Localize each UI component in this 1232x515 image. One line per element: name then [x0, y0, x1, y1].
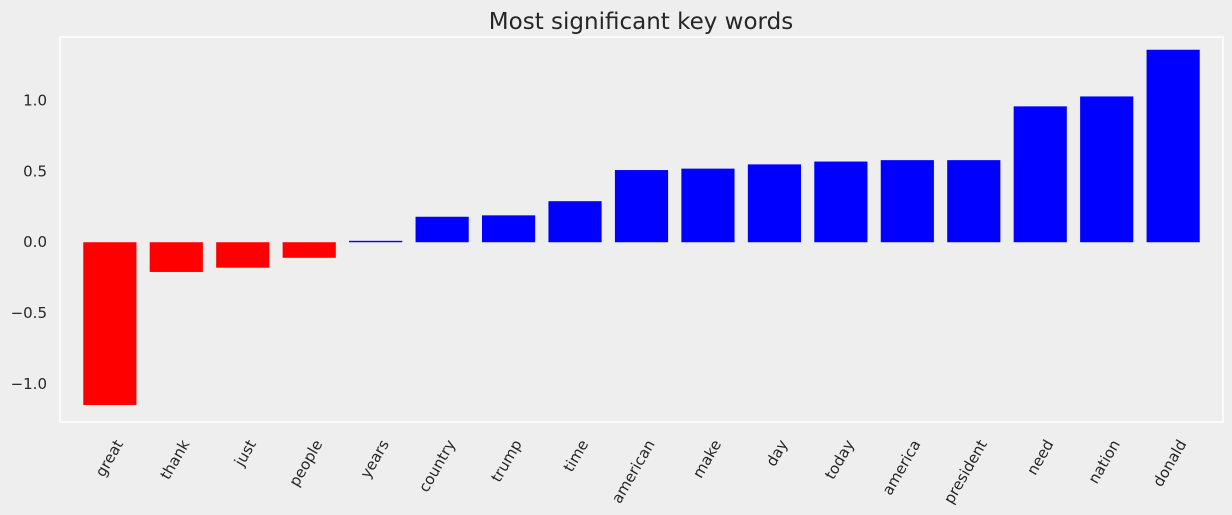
x-tick-label: american: [608, 437, 659, 507]
x-tick-label: today: [821, 437, 858, 483]
bar-great: [83, 242, 137, 406]
x-tick-label: america: [879, 437, 925, 499]
x-tick-label: just: [230, 437, 260, 471]
bar-time: [548, 201, 602, 243]
plot-area: [59, 36, 1224, 423]
x-tick-label: country: [415, 437, 459, 496]
bar-donald: [1146, 49, 1200, 243]
chart-title: Most significant key words: [489, 9, 793, 35]
bars: [83, 49, 1200, 406]
y-tick-label: −0.5: [11, 304, 47, 322]
y-tick-label: 1.0: [23, 92, 47, 110]
x-tick-label: president: [940, 437, 991, 507]
bar-trump: [482, 215, 536, 243]
x-tick-label: day: [762, 436, 791, 469]
bar-years: [349, 240, 403, 243]
bar-thank: [149, 242, 203, 272]
bar-nation: [1080, 96, 1134, 243]
bar-president: [947, 160, 1001, 243]
x-tick-label: time: [560, 437, 593, 475]
y-tick-label: 0.5: [23, 162, 47, 180]
bar-today: [814, 161, 868, 243]
bar-day: [747, 164, 801, 243]
x-tick-label: people: [285, 437, 326, 490]
y-tick-label: −1.0: [11, 375, 47, 393]
y-axis-ticks: −1.0 −0.5 0.0 0.5 1.0: [11, 92, 47, 393]
bar-need: [1013, 106, 1067, 243]
x-tick-label: years: [357, 436, 393, 481]
bar-american: [614, 170, 669, 243]
x-tick-label: nation: [1085, 437, 1124, 487]
x-tick-label: trump: [487, 437, 525, 486]
bar-make: [681, 168, 735, 243]
bar-country: [415, 216, 469, 243]
bar-people: [282, 242, 336, 258]
x-tick-label: thank: [156, 436, 193, 482]
x-tick-label: donald: [1149, 437, 1190, 490]
bar-just: [216, 242, 270, 268]
y-tick-label: 0.0: [23, 233, 47, 251]
bar-america: [880, 160, 934, 243]
x-tick-label: great: [92, 437, 127, 480]
x-tick-label: make: [689, 437, 725, 482]
x-tick-label: need: [1023, 437, 1057, 478]
x-axis-ticks: great thank just people years country trump tim…: [92, 436, 1191, 507]
